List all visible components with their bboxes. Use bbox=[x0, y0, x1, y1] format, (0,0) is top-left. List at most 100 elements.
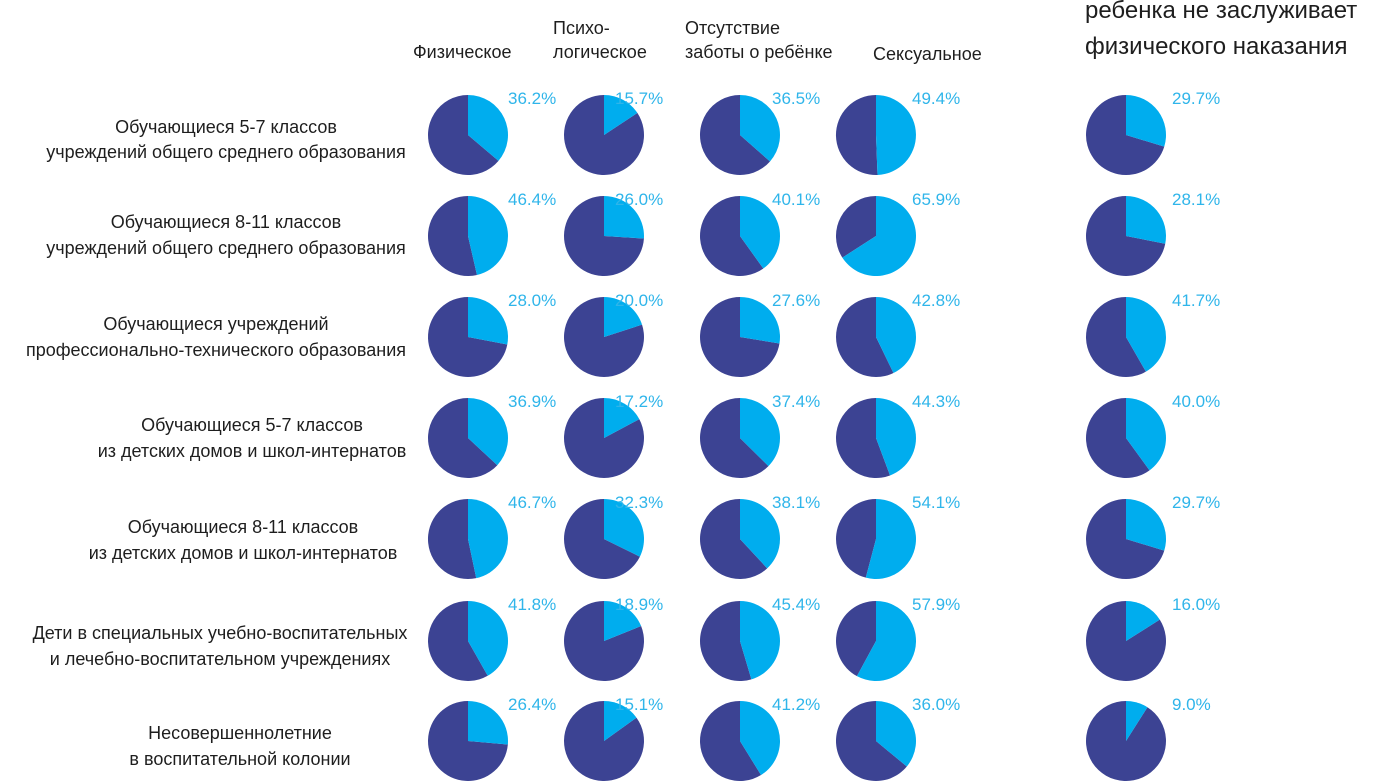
pie-slice-remainder bbox=[1085, 297, 1146, 377]
pie-slice-remainder bbox=[835, 398, 891, 478]
pie-slice-share bbox=[876, 398, 916, 476]
pie-slice-share bbox=[740, 701, 781, 776]
pie-chart: 36.2% bbox=[428, 89, 556, 175]
pie-slice-remainder bbox=[563, 95, 644, 176]
pie-value-label: 18.9% bbox=[615, 595, 663, 614]
pie-slice-share bbox=[1126, 398, 1166, 471]
pie-chart: 36.9% bbox=[428, 392, 556, 478]
column-header-neglect-line-1: Отсутствие bbox=[685, 18, 780, 38]
pie-value-label: 29.7% bbox=[1172, 89, 1220, 108]
pie-slice-share bbox=[468, 499, 508, 579]
pie-chart: 49.4% bbox=[835, 89, 960, 175]
pie-value-label: 38.1% bbox=[772, 493, 820, 512]
pie-value-label: 46.7% bbox=[508, 493, 556, 512]
row-label-6-line-2: и лечебно-воспитательном учреждениях bbox=[50, 649, 390, 669]
row-label-5-line-1: Обучающиеся 8-11 классов bbox=[128, 517, 358, 537]
pie-chart: 16.0% bbox=[1085, 595, 1220, 682]
pie-value-label: 46.4% bbox=[508, 190, 556, 209]
pie-chart: 28.0% bbox=[427, 291, 556, 377]
pie-slice-share bbox=[1126, 297, 1166, 372]
pie-chart: 27.6% bbox=[700, 291, 820, 378]
pie-chart: 9.0% bbox=[1085, 695, 1211, 781]
pie-value-label: 45.4% bbox=[772, 595, 820, 614]
pie-slice-remainder bbox=[700, 398, 769, 478]
pie-slice-share bbox=[740, 601, 780, 680]
column-headers: Физическое Психо- логическое Отсутствие … bbox=[413, 0, 1357, 64]
pie-slice-share bbox=[740, 195, 781, 269]
pie-value-label: 42.8% bbox=[912, 291, 960, 310]
pie-slice-remainder bbox=[1085, 701, 1166, 781]
pie-chart: 26.4% bbox=[428, 695, 556, 781]
pie-slice-share bbox=[604, 499, 645, 557]
pie-slice-remainder bbox=[428, 701, 508, 781]
pie-chart: 46.4% bbox=[427, 190, 556, 276]
pie-slice-share bbox=[604, 196, 644, 239]
pie-slice-share bbox=[876, 95, 916, 175]
pie-slice-remainder bbox=[700, 499, 768, 579]
pie-value-label: 36.0% bbox=[912, 695, 960, 714]
pie-value-label: 41.8% bbox=[508, 595, 556, 614]
pie-chart: 18.9% bbox=[564, 595, 663, 682]
column-header-physical: Физическое bbox=[413, 42, 512, 62]
pie-chart: 28.1% bbox=[1085, 190, 1220, 276]
pie-chart: 65.9% bbox=[836, 190, 960, 276]
row-label-1-line-1: Обучающиеся 5-7 классов bbox=[115, 117, 337, 137]
pie-value-label: 40.1% bbox=[772, 190, 820, 209]
pie-slice-remainder bbox=[699, 601, 752, 681]
row-label-5-line-2: из детских домов и школ-интернатов bbox=[89, 543, 398, 563]
pie-slice-share bbox=[1126, 499, 1167, 551]
pie-slice-remainder bbox=[700, 701, 762, 781]
pie-value-label: 36.5% bbox=[772, 89, 820, 108]
pie-chart: 40.1% bbox=[700, 190, 820, 277]
column-header-no-punishment-line-2: физического наказания bbox=[1085, 33, 1348, 60]
pie-slice-share bbox=[604, 701, 637, 741]
pie-slice-remainder bbox=[1086, 95, 1165, 175]
pie-slice-share bbox=[856, 601, 917, 681]
pie-value-label: 65.9% bbox=[912, 190, 960, 209]
pie-value-label: 9.0% bbox=[1172, 695, 1211, 714]
pie-chart: 32.3% bbox=[564, 493, 663, 579]
pie-chart: 46.7% bbox=[427, 493, 556, 579]
column-header-no-punishment-line-1: ребенка не заслуживает bbox=[1085, 0, 1357, 24]
pie-chart: 54.1% bbox=[836, 493, 960, 579]
pie-slice-share bbox=[1126, 95, 1167, 147]
row-labels: Обучающиеся 5-7 классов учреждений общег… bbox=[26, 117, 407, 769]
pie-chart: 36.0% bbox=[836, 695, 960, 781]
pie-value-label: 29.7% bbox=[1172, 493, 1220, 512]
pie-slice-share bbox=[1126, 601, 1160, 641]
pie-grid: 36.2% 15.7% 36.5% 49.4% 29.7% 46.4% 26.0% 40.1%… bbox=[427, 89, 1220, 781]
pie-value-label: 40.0% bbox=[1172, 392, 1220, 411]
pie-slice-share bbox=[740, 297, 781, 344]
pie-slice-share bbox=[468, 701, 509, 745]
pie-slice-remainder bbox=[836, 196, 876, 258]
pie-slice-remainder bbox=[427, 297, 508, 377]
row-label-4-line-1: Обучающиеся 5-7 классов bbox=[141, 415, 363, 435]
pie-value-label: 41.2% bbox=[772, 695, 820, 714]
column-header-sexual: Сексуальное bbox=[873, 44, 982, 64]
pie-slice-remainder bbox=[700, 297, 780, 378]
row-label-2-line-1: Обучающиеся 8-11 классов bbox=[111, 212, 341, 232]
pie-chart: 38.1% bbox=[700, 493, 820, 579]
pie-slice-remainder bbox=[1085, 195, 1166, 276]
pie-slice-share bbox=[604, 601, 642, 641]
pie-slice-share bbox=[468, 601, 509, 676]
pie-chart: 15.7% bbox=[563, 89, 663, 176]
pie-value-label: 37.4% bbox=[772, 392, 820, 411]
pie-value-label: 41.7% bbox=[1172, 291, 1220, 310]
column-header-psychological-line-2: логическое bbox=[553, 42, 647, 62]
pie-chart: 45.4% bbox=[699, 595, 820, 681]
pie-value-label: 16.0% bbox=[1172, 595, 1220, 614]
row-label-7-line-2: в воспитательной колонии bbox=[129, 749, 350, 769]
pie-slice-remainder bbox=[1085, 601, 1166, 682]
pie-slice-share bbox=[468, 397, 509, 466]
pie-slice-remainder bbox=[835, 94, 878, 175]
pie-slice-share bbox=[740, 95, 780, 162]
pie-value-label: 36.2% bbox=[508, 89, 556, 108]
pie-value-label: 26.4% bbox=[508, 695, 556, 714]
pie-slice-share bbox=[842, 195, 917, 276]
pie-value-label: 15.1% bbox=[615, 695, 663, 714]
pie-slice-share bbox=[468, 196, 508, 275]
pie-chart: 15.1% bbox=[564, 695, 663, 781]
pie-slice-share bbox=[468, 297, 508, 345]
pie-slice-share bbox=[604, 95, 638, 135]
